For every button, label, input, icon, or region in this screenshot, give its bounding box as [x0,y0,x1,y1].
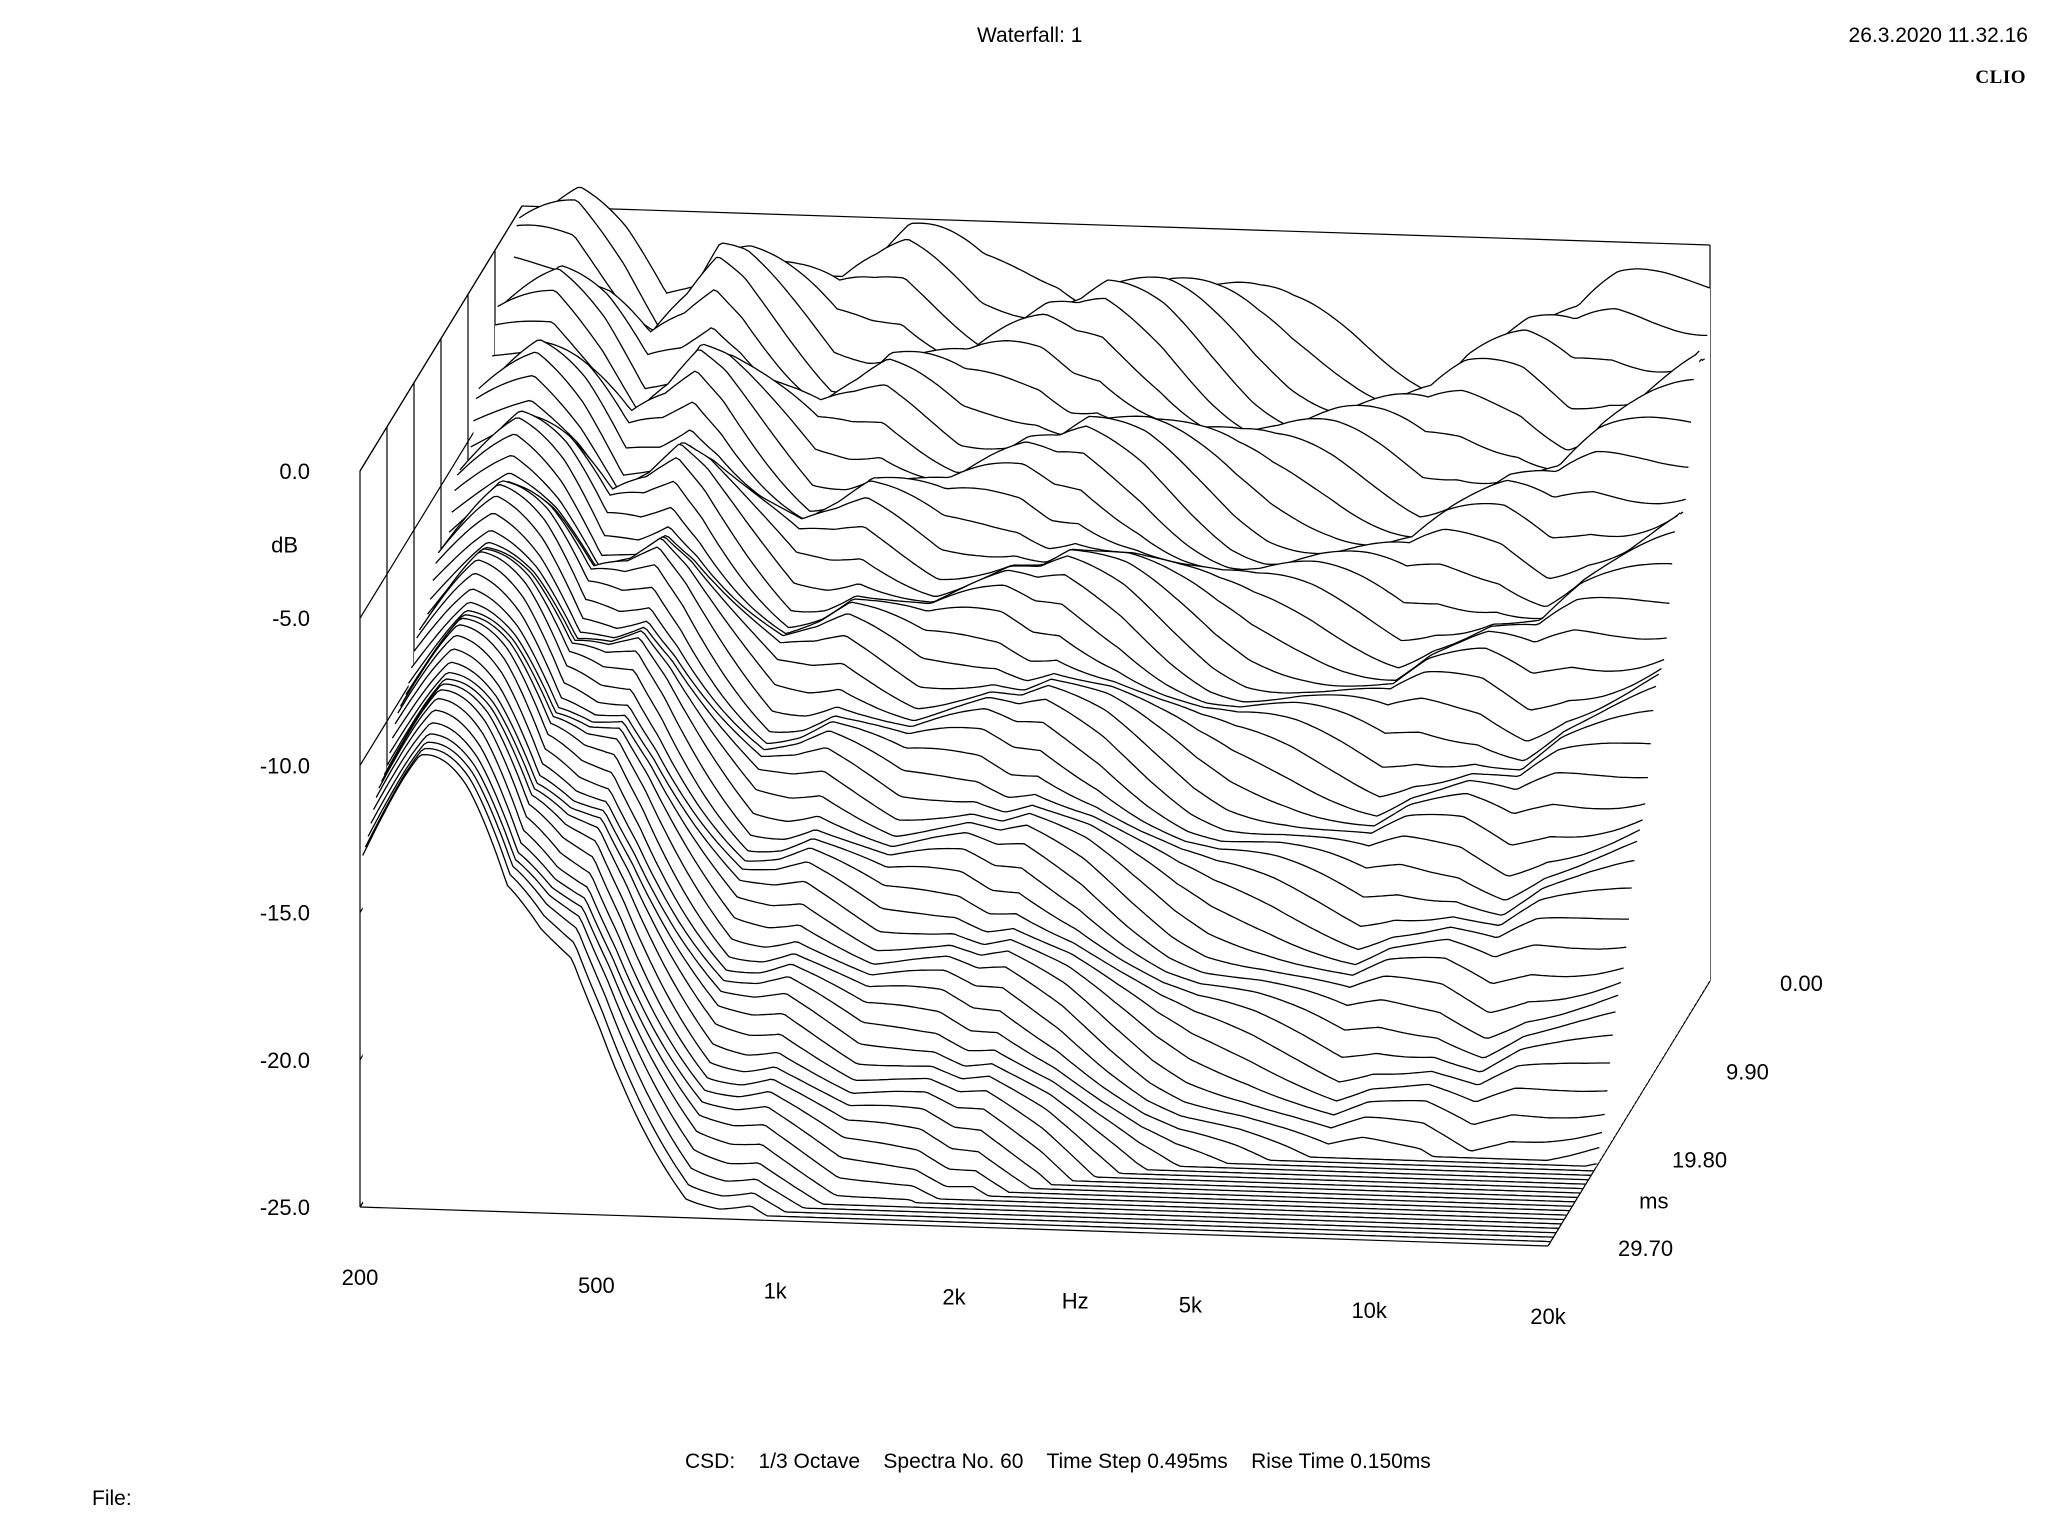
spectrum-slice-line [429,541,1619,1039]
y-tick-label: 0.0 [279,459,310,484]
spectrum-slice-line [443,480,1632,927]
spectrum-slice-line [462,410,1651,798]
spectrum-slice-line [389,671,1578,1199]
front-floor-edge [359,1206,1549,1247]
spectrum-slice-line [405,614,1594,1172]
x-tick-label: 10k [1351,1298,1387,1323]
spectrum-slice-line [378,697,1567,1216]
spectrum-slice-line [440,484,1629,951]
x-axis-label: Hz [1062,1288,1089,1313]
spectrum-slice-line [508,256,1697,472]
spectrum-slice-line [399,624,1589,1181]
axis-labels: 0.0 -5.0 -10.0 -15.0 -20.0 -25.0 dB 200 500 1k 2k 5… [260,459,1823,1329]
spectrum-slice-line [424,548,1613,1073]
y-axis-label: dB [271,533,298,558]
spectrum-slice-line [426,546,1616,1059]
z-tick-label: 0.00 [1780,971,1823,996]
spectrum-slice-line [362,753,1551,1243]
spectrum-slice-line [486,351,1676,620]
y-tick-label: -5.0 [272,606,310,631]
y-tick-label: -25.0 [260,1195,310,1220]
spectrum-slice-line [437,495,1627,966]
spectrum-slice-line [481,339,1670,669]
spectrum-slice-line [483,341,1673,642]
spectrum-slice-fill [373,722,1562,1224]
x-tick-label: 200 [342,1265,379,1290]
spectrum-slice-line [489,349,1678,608]
spectrum-slice-line [445,481,1635,916]
csd-settings: CSD: 1/3 Octave Spectra No. 60 Time Step… [685,1450,1431,1473]
x-tick-label: 2k [942,1285,966,1310]
z-tick-label: 29.70 [1618,1236,1673,1261]
x-tick-label: 500 [578,1273,615,1298]
spectrum-slice-line [370,733,1559,1229]
spectra-slices [362,186,1711,1243]
timestamp: 26.3.2020 11.32.16 [1848,24,2028,47]
spectrum-slice-line [397,634,1586,1185]
spectrum-slice-line [459,417,1648,817]
spectrum-slice-line [402,617,1592,1176]
spectrum-slice-line [408,609,1597,1167]
spectrum-slice-line [451,472,1641,877]
spectrum-slice-line [421,551,1611,1086]
z-tick-label: 9.90 [1726,1059,1769,1084]
spectrum-slice-line [448,481,1638,901]
y-tick-label: -15.0 [260,901,310,926]
spectrum-slice-line [435,512,1624,985]
spectrum-slice-line [467,418,1657,762]
spectrum-slice-line [470,415,1660,742]
spectrum-slice-line [383,683,1573,1207]
spectrum-slice-line [375,709,1565,1221]
x-tick-label: 1k [764,1279,788,1304]
y-tick-label: -20.0 [260,1048,310,1073]
spectrum-slice-line [511,242,1700,451]
back-top-edge [521,205,1711,246]
spectrum-slice-line [410,601,1600,1161]
spectrum-slice-line [391,661,1581,1194]
y-tick-label: -10.0 [260,753,310,778]
spectrum-slice-line [394,648,1584,1190]
spectrum-slice-fill [362,754,1551,1242]
spectrum-slice-line [432,530,1622,1014]
spectrum-slice-line [464,413,1654,771]
spectrum-slice-line [381,689,1570,1212]
spectrum-slice-line [372,722,1562,1225]
spectrum-slice-fill [376,710,1565,1220]
spectrum-slice-line [364,747,1554,1238]
z-tick-label: 19.80 [1672,1148,1727,1173]
spectrum-slice-line [367,741,1557,1234]
spectrum-slice-line [386,678,1576,1203]
x-tick-label: 5k [1179,1292,1203,1317]
brand-logo: CLIO [1975,67,2026,88]
x-tick-label: 20k [1530,1304,1566,1329]
spectrum-slice-line [413,588,1603,1152]
spectrum-slice-line [416,572,1605,1125]
file-label: File: [92,1487,132,1510]
chart-title: Waterfall: 1 [977,24,1083,47]
spectrum-slice-line [418,559,1608,1103]
z-axis-label: ms [1639,1188,1668,1213]
